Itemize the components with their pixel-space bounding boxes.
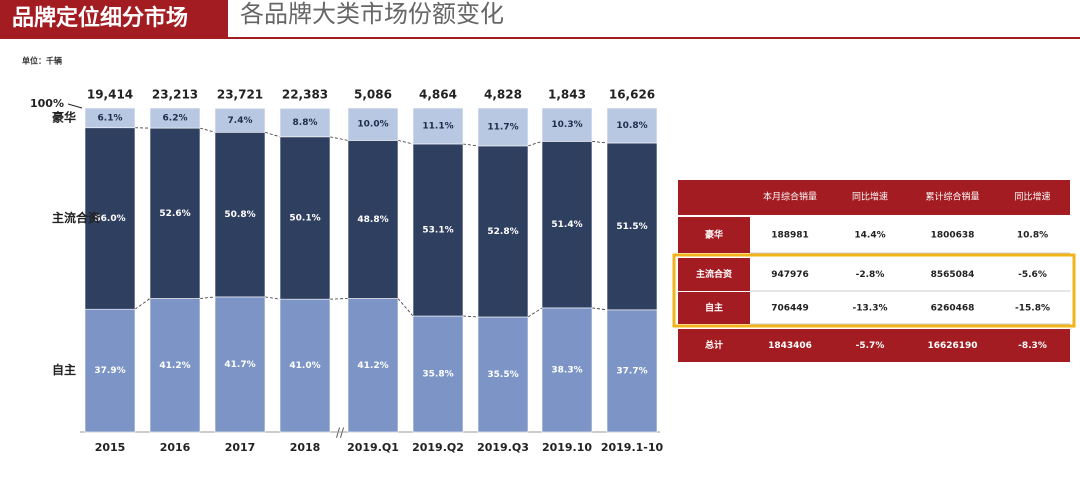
value-label: 10.3% xyxy=(551,120,582,130)
y-tick-label: 100% xyxy=(30,97,64,110)
table-cell: -13.3% xyxy=(853,304,888,314)
x-tick-label: 2017 xyxy=(225,441,256,454)
table-header-cell: 同比增速 xyxy=(1014,191,1050,203)
x-tick-label: 2019.10 xyxy=(542,441,592,454)
table-cell: 自主 xyxy=(705,302,723,314)
value-label: 11.7% xyxy=(487,122,518,132)
table-cell: 6260468 xyxy=(931,304,975,314)
value-label: 51.5% xyxy=(616,222,647,232)
x-tick-label: 2018 xyxy=(290,441,321,454)
table-cell: -8.3% xyxy=(1018,341,1047,351)
table-cell: 8565084 xyxy=(931,270,975,280)
series-name: 主流合资 xyxy=(52,210,100,225)
connector xyxy=(330,137,348,141)
slide-title: 各品牌大类市场份额变化 xyxy=(240,0,504,28)
table-header-cell: 累计综合销量 xyxy=(925,191,979,203)
y-tick-arrow xyxy=(68,104,82,108)
value-label: 51.4% xyxy=(551,220,582,230)
value-label: 7.4% xyxy=(228,116,253,126)
value-label: 52.6% xyxy=(159,209,190,219)
connector xyxy=(592,308,607,310)
table-cell: 主流合资 xyxy=(696,268,732,280)
value-label: 35.8% xyxy=(422,370,453,380)
value-label: 41.7% xyxy=(224,360,255,370)
connector xyxy=(265,132,280,137)
total-label: 5,086 xyxy=(354,88,392,102)
connector xyxy=(528,308,542,317)
total-label: 16,626 xyxy=(609,88,655,102)
value-label: 35.5% xyxy=(487,370,518,380)
table-cell: 1800638 xyxy=(931,231,975,241)
table-cell: 947976 xyxy=(771,270,809,280)
table-cell: -15.8% xyxy=(1015,304,1050,314)
x-tick-label: 2019.Q2 xyxy=(412,441,464,454)
total-label: 19,414 xyxy=(87,88,133,102)
table-cell: 1843406 xyxy=(768,341,812,351)
unit-label: 单位：千辆 xyxy=(22,56,62,66)
table-cell: -5.6% xyxy=(1018,270,1047,280)
table-header-cell: 本月综合销量 xyxy=(763,191,817,203)
table-cell: 豪华 xyxy=(705,229,723,241)
value-label: 52.8% xyxy=(487,227,518,237)
value-label: 10.8% xyxy=(616,121,647,131)
connector xyxy=(592,141,607,143)
value-label: 37.7% xyxy=(616,366,647,376)
connector xyxy=(528,141,542,146)
connector xyxy=(463,316,478,317)
x-tick-label: 2019.1-10 xyxy=(601,441,664,454)
series-name: 豪华 xyxy=(52,109,76,124)
connector xyxy=(200,128,215,132)
x-tick-label: 2015 xyxy=(95,441,126,454)
value-label: 6.1% xyxy=(98,113,123,123)
value-label: 41.0% xyxy=(289,361,320,371)
table-cell: 10.8% xyxy=(1017,231,1048,241)
table-cell: -5.7% xyxy=(856,341,885,351)
table-cell: 14.4% xyxy=(854,231,885,241)
connector xyxy=(398,299,413,316)
value-label: 10.0% xyxy=(357,120,388,130)
value-label: 11.1% xyxy=(422,121,453,131)
x-tick-label: 2019.Q3 xyxy=(477,441,529,454)
value-label: 50.8% xyxy=(224,210,255,220)
total-label: 23,213 xyxy=(152,88,198,102)
connector xyxy=(265,297,280,299)
x-tick-label: 2019.Q1 xyxy=(347,441,399,454)
x-tick-label: 2016 xyxy=(160,441,191,454)
connector xyxy=(330,299,348,300)
value-label: 41.2% xyxy=(357,361,388,371)
total-label: 23,721 xyxy=(217,88,263,102)
value-label: 8.8% xyxy=(293,118,318,128)
value-label: 6.2% xyxy=(163,114,188,124)
section-title: 品牌定位细分市场 xyxy=(12,5,188,31)
table-cell: 706449 xyxy=(771,304,809,314)
table-cell: 188981 xyxy=(771,231,809,241)
total-label: 22,383 xyxy=(282,88,328,102)
total-label: 4,828 xyxy=(484,88,522,102)
value-label: 50.1% xyxy=(289,213,320,223)
value-label: 37.9% xyxy=(94,366,125,376)
connector xyxy=(463,144,478,146)
series-name: 自主 xyxy=(52,362,76,377)
table-cell: 16626190 xyxy=(927,341,977,351)
value-label: 41.2% xyxy=(159,361,190,371)
value-label: 53.1% xyxy=(422,225,453,235)
connector xyxy=(398,140,413,144)
total-label: 1,843 xyxy=(548,88,586,102)
value-label: 38.3% xyxy=(551,365,582,375)
table-header-cell: 同比增速 xyxy=(852,191,888,203)
connector xyxy=(200,297,215,299)
connector xyxy=(135,299,150,310)
table-cell: -2.8% xyxy=(856,270,885,280)
table-cell: 总计 xyxy=(705,339,723,351)
total-label: 4,864 xyxy=(419,88,457,102)
value-label: 48.8% xyxy=(357,215,388,225)
